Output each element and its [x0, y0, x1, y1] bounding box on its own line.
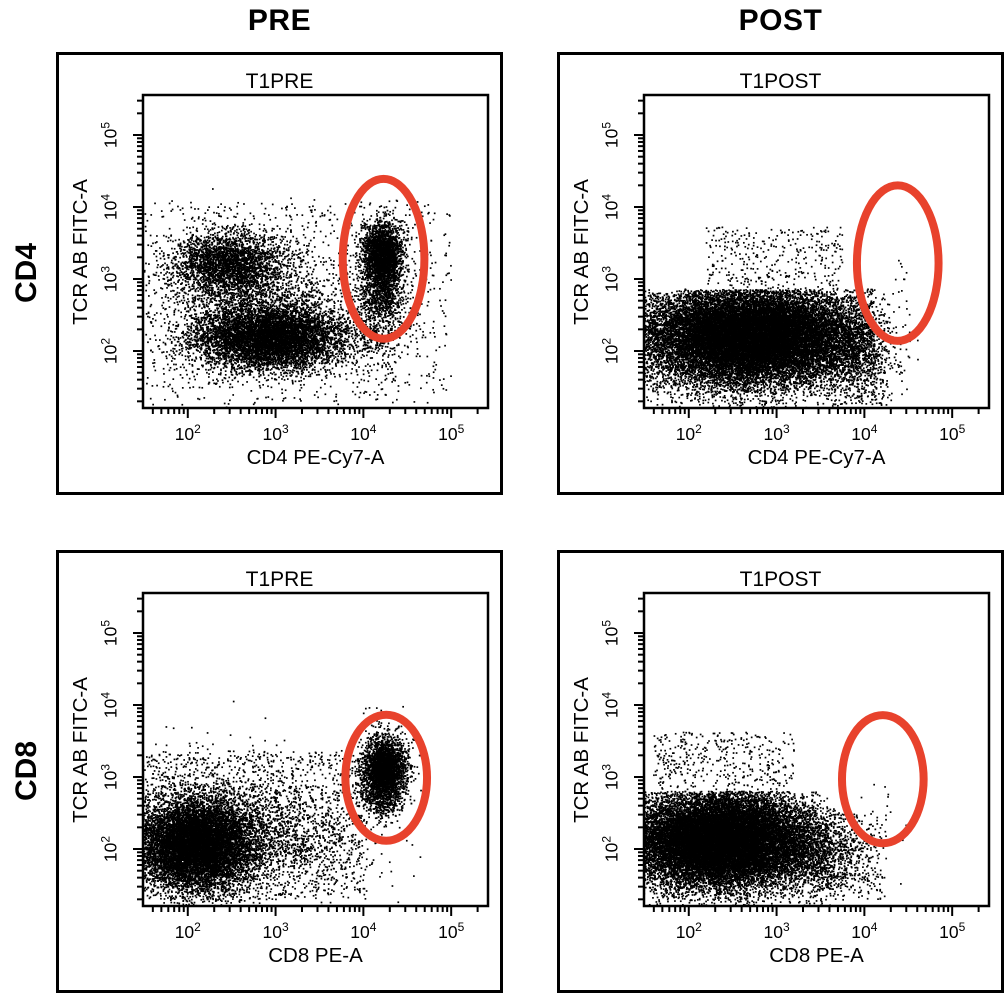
y-tick-label-10e4: 104 — [599, 193, 622, 221]
gate-ellipse-cd8-post — [837, 711, 928, 848]
x-tick-label-10e4: 104 — [851, 422, 878, 444]
x-axis-label: CD8 PE-A — [769, 944, 864, 967]
column-header-post: POST — [738, 4, 823, 37]
x-tick-label-10e3: 103 — [262, 920, 289, 942]
y-axis-ticks — [634, 597, 644, 901]
x-axis-ticks — [151, 408, 479, 418]
x-tick-label-10e3: 103 — [262, 422, 289, 444]
panel-border — [56, 52, 503, 495]
x-tick-label-10e4: 104 — [350, 920, 377, 942]
y-axis-label: TCR AB FITC-A — [570, 178, 593, 325]
y-tick-label-10e4: 104 — [98, 691, 121, 719]
axes-overlay-cd4-pre — [56, 52, 503, 495]
y-tick-label-10e5: 105 — [599, 619, 622, 647]
plot-frame — [141, 591, 490, 908]
panel-border — [557, 52, 1004, 495]
x-tick-label-10e4: 104 — [851, 920, 878, 942]
plot-title: T1POST — [739, 70, 822, 93]
plot-frame — [642, 93, 991, 410]
plot-title: T1PRE — [245, 70, 314, 93]
y-tick-label-10e2: 102 — [98, 835, 121, 863]
x-tick-label-10e5: 105 — [438, 920, 465, 942]
x-axis-label: CD4 PE-Cy7-A — [246, 446, 385, 469]
gate-ellipse-cd4-pre — [338, 174, 429, 343]
y-tick-label-10e2: 102 — [599, 835, 622, 863]
y-tick-label-10e4: 104 — [599, 691, 622, 719]
y-axis-label: TCR AB FITC-A — [69, 676, 92, 823]
row-header-cd8: CD8 — [10, 740, 43, 802]
x-tick-label-10e5: 105 — [939, 920, 966, 942]
dot-plot-canvas-cd4-pre — [143, 95, 488, 408]
x-tick-label-10e3: 103 — [763, 422, 790, 444]
y-tick-label-10e5: 105 — [599, 121, 622, 149]
y-tick-label-10e3: 103 — [98, 763, 121, 791]
x-tick-label-10e3: 103 — [763, 920, 790, 942]
y-tick-label-10e3: 103 — [599, 763, 622, 791]
column-header-pre: PRE — [247, 4, 312, 37]
x-tick-label-10e5: 105 — [438, 422, 465, 444]
axes-overlay-cd8-post — [557, 550, 1004, 993]
x-axis-ticks — [652, 408, 980, 418]
plot-panel-cd4-post: T1POST 102 102 103 103 104 104 105 105 CD4 PE-Cy7… — [557, 52, 1004, 495]
plot-title: T1POST — [739, 568, 822, 591]
plot-panel-cd8-post: T1POST 102 102 103 103 104 104 105 105 CD8 PE-A TC… — [557, 550, 1004, 993]
x-axis-ticks — [652, 906, 980, 916]
x-axis-ticks — [151, 906, 479, 916]
y-axis-label: TCR AB FITC-A — [69, 178, 92, 325]
axes-overlay-cd4-post — [557, 52, 1004, 495]
y-tick-label-10e2: 102 — [599, 337, 622, 365]
plot-title: T1PRE — [245, 568, 314, 591]
y-axis-ticks — [634, 99, 644, 403]
y-axis-ticks — [133, 597, 143, 901]
plot-frame — [642, 591, 991, 908]
x-tick-label-10e5: 105 — [939, 422, 966, 444]
gate-ellipse-cd4-post — [852, 181, 943, 345]
x-axis-label: CD8 PE-A — [268, 944, 363, 967]
plot-panel-cd4-pre: T1PRE 102 102 103 103 104 104 105 105 CD4 PE-Cy7-… — [56, 52, 503, 495]
y-tick-label-10e2: 102 — [98, 337, 121, 365]
plot-frame — [141, 93, 490, 410]
panel-border — [56, 550, 503, 993]
x-tick-label-10e2: 102 — [174, 422, 201, 444]
x-tick-label-10e4: 104 — [350, 422, 377, 444]
y-tick-label-10e5: 105 — [98, 619, 121, 647]
dot-plot-canvas-cd8-post — [644, 593, 989, 906]
y-tick-label-10e3: 103 — [599, 265, 622, 293]
row-header-cd4: CD4 — [10, 242, 43, 304]
y-tick-label-10e5: 105 — [98, 121, 121, 149]
gate-ellipse-cd8-pre — [341, 710, 432, 845]
plot-panel-cd8-pre: T1PRE 102 102 103 103 104 104 105 105 CD8 PE-A TCR… — [56, 550, 503, 993]
axes-overlay-cd8-pre — [56, 550, 503, 993]
dot-plot-canvas-cd4-post — [644, 95, 989, 408]
y-axis-label: TCR AB FITC-A — [570, 676, 593, 823]
y-tick-label-10e4: 104 — [98, 193, 121, 221]
x-axis-label: CD4 PE-Cy7-A — [747, 446, 886, 469]
x-tick-label-10e2: 102 — [675, 422, 702, 444]
x-tick-label-10e2: 102 — [174, 920, 201, 942]
panel-border — [557, 550, 1004, 993]
y-axis-ticks — [133, 99, 143, 403]
x-tick-label-10e2: 102 — [675, 920, 702, 942]
dot-plot-canvas-cd8-pre — [143, 593, 488, 906]
y-tick-label-10e3: 103 — [98, 265, 121, 293]
